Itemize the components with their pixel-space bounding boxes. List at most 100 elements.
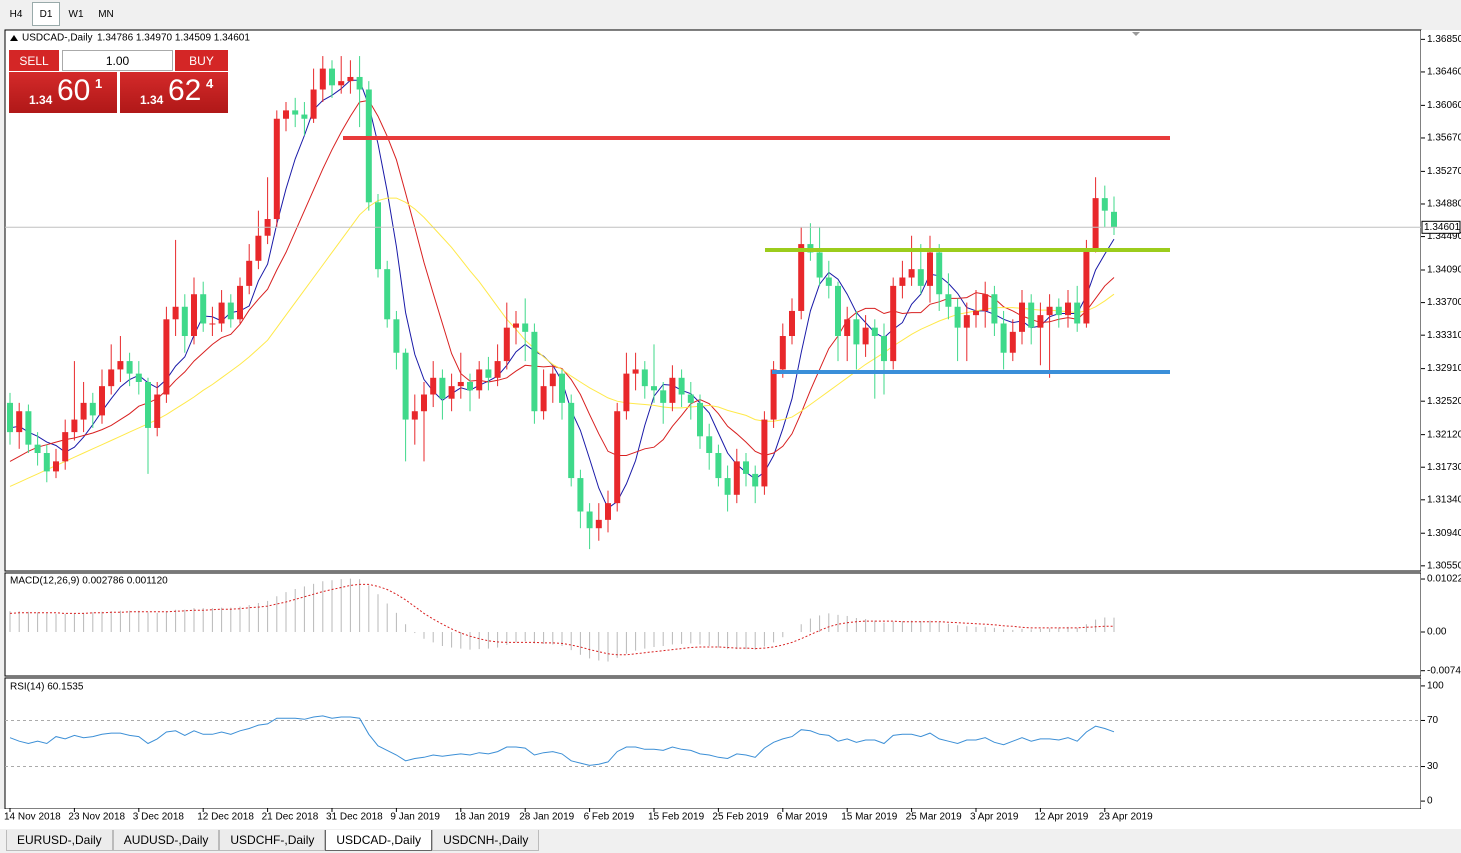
- ask-price[interactable]: 1.34 62 4: [120, 72, 228, 113]
- candle-body: [53, 461, 59, 472]
- candle-body: [375, 202, 381, 270]
- y-tick-label: 1.36850: [1427, 34, 1461, 45]
- y-tick-label: 0.010229: [1427, 574, 1461, 585]
- y-tick-label: 1.33700: [1427, 297, 1461, 308]
- symbol-tab[interactable]: EURUSD-,Daily: [6, 830, 113, 851]
- candle-body: [402, 352, 409, 420]
- symbol-tab[interactable]: USDCNH-,Daily: [432, 830, 540, 851]
- x-tick-label: 23 Apr 2019: [1099, 812, 1153, 823]
- collapse-icon[interactable]: [10, 35, 18, 41]
- candle-body: [761, 419, 768, 487]
- timeframe-button[interactable]: MN: [98, 8, 114, 20]
- candle-body: [227, 302, 234, 320]
- candle-body: [1019, 302, 1025, 332]
- symbol-tabs: EURUSD-,Daily AUDUSD-,Daily USDCHF-,Dail…: [0, 830, 1461, 853]
- candle-body: [89, 402, 96, 416]
- buy-button[interactable]: BUY: [175, 50, 228, 71]
- macd-title: MACD(12,26,9) 0.002786 0.001120: [10, 576, 168, 587]
- bid-price[interactable]: 1.34 60 1: [9, 72, 117, 113]
- symbol-tab[interactable]: USDCAD-,Daily: [325, 830, 433, 851]
- chart: USDCAD-,Daily 1.34786 1.34970 1.34509 1.…: [0, 29, 1461, 829]
- candle-body: [687, 394, 694, 403]
- candle-body: [384, 269, 391, 320]
- rsi-line: [9, 715, 1115, 766]
- candle-body: [218, 302, 225, 324]
- y-tick-label: 1.35670: [1427, 133, 1461, 144]
- candle-body: [743, 461, 749, 474]
- candle-body: [347, 76, 354, 82]
- price-pips: 62: [168, 74, 202, 107]
- candle-body: [338, 81, 345, 86]
- ohlc-text: 1.34786 1.34970 1.34509 1.34601: [97, 33, 250, 44]
- y-tick-label: 0.00: [1427, 627, 1447, 638]
- x-tick-label: 18 Jan 2019: [455, 812, 510, 823]
- x-tick-label: 9 Jan 2019: [390, 812, 440, 823]
- candle-body: [1000, 323, 1007, 353]
- candle-body: [319, 68, 326, 90]
- candle-body: [651, 386, 657, 391]
- candle-body: [255, 235, 262, 261]
- candle-body: [844, 319, 851, 337]
- x-tick-label: 12 Dec 2018: [197, 812, 254, 823]
- candle-body: [706, 436, 713, 454]
- timeframe-button[interactable]: H4: [9, 8, 23, 20]
- candle-body: [899, 277, 906, 286]
- candle-body: [531, 331, 538, 412]
- y-tick-label: 1.36060: [1427, 100, 1461, 111]
- candle-body: [733, 461, 740, 495]
- candle-body: [595, 519, 602, 529]
- price-big: 1.34: [29, 93, 53, 107]
- candle-body: [71, 419, 78, 433]
- candle-body: [329, 68, 335, 86]
- candle-body: [779, 336, 786, 370]
- candle-body: [789, 310, 795, 337]
- candle-body: [908, 269, 915, 278]
- x-tick-label: 23 Nov 2018: [68, 812, 125, 823]
- chart-title: USDCAD-,Daily: [22, 33, 93, 44]
- x-tick-label: 6 Feb 2019: [584, 812, 635, 823]
- candle-body: [145, 381, 151, 428]
- candle-body: [522, 323, 529, 332]
- one-click-trading: SELL 1.00 BUY 1.34 60 1 1.34 62 4: [9, 50, 228, 113]
- candle-body: [237, 285, 243, 320]
- candle-body: [7, 402, 13, 433]
- candle-body: [660, 390, 667, 403]
- rsi-title: RSI(14) 60.1535: [10, 682, 84, 693]
- y-tick-label: 1.31730: [1427, 462, 1461, 473]
- candle-body: [917, 269, 924, 286]
- y-tick-label: 30: [1427, 761, 1439, 772]
- timeframe-button[interactable]: W1: [68, 8, 84, 20]
- candle-body: [614, 411, 621, 504]
- candle-body: [623, 373, 630, 412]
- y-tick-label: 1.35270: [1427, 166, 1461, 177]
- candle-body: [540, 386, 547, 412]
- y-tick-label: 100: [1427, 681, 1444, 692]
- y-tick-label: 1.32120: [1427, 429, 1461, 440]
- candle-body: [365, 89, 372, 203]
- candle-body: [632, 369, 639, 374]
- symbol-tab[interactable]: AUDUSD-,Daily: [112, 830, 220, 851]
- candle-body: [881, 336, 887, 362]
- candle-body: [99, 386, 105, 416]
- y-tick-label: 1.33310: [1427, 330, 1461, 341]
- y-tick-label: 1.30550: [1427, 560, 1461, 571]
- macd-signal: [9, 583, 1115, 656]
- candle-body: [982, 294, 989, 311]
- candle-body: [559, 373, 565, 403]
- candle-body: [467, 381, 473, 391]
- lot-input[interactable]: 1.00: [62, 50, 173, 71]
- candle-body: [862, 327, 869, 345]
- timeframe-button[interactable]: D1: [32, 2, 60, 26]
- candle-body: [439, 377, 446, 399]
- candle-body: [991, 294, 998, 324]
- candle-body: [476, 369, 483, 391]
- sell-button[interactable]: SELL: [9, 50, 59, 71]
- candle-body: [117, 361, 124, 370]
- candle-body: [973, 310, 979, 316]
- symbol-tab[interactable]: USDCHF-,Daily: [219, 830, 326, 851]
- price-axis: [1421, 30, 1461, 810]
- macd-panel: [4, 572, 1422, 677]
- candle-body: [1092, 198, 1099, 249]
- candle-body: [724, 478, 731, 495]
- y-tick-label: 1.31340: [1427, 494, 1461, 505]
